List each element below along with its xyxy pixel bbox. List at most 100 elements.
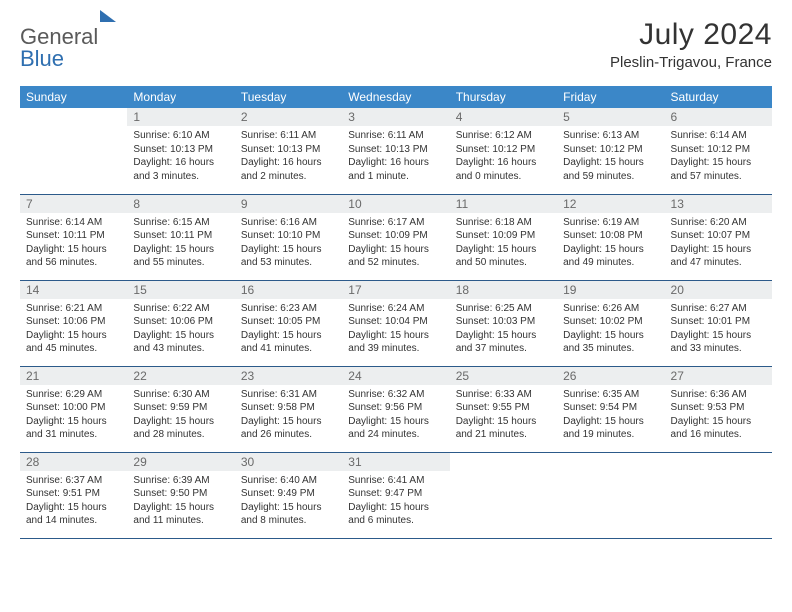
sunset-text: Sunset: 10:11 PM (26, 229, 121, 243)
calendar-cell: 8Sunrise: 6:15 AMSunset: 10:11 PMDayligh… (127, 194, 234, 280)
sunrise-text: Sunrise: 6:21 AM (26, 302, 121, 316)
weekday-header: Sunday (20, 86, 127, 108)
daylight-text: Daylight: 16 hours and 3 minutes. (133, 156, 228, 183)
sunset-text: Sunset: 10:08 PM (563, 229, 658, 243)
day-number: 21 (20, 367, 127, 385)
page: GeneralBlue July 2024 Pleslin-Trigavou, … (0, 0, 792, 549)
day-number: 29 (127, 453, 234, 471)
day-number: 6 (665, 108, 772, 126)
calendar-week: 28Sunrise: 6:37 AMSunset: 9:51 PMDayligh… (20, 452, 772, 538)
calendar-cell (450, 452, 557, 538)
day-number: 2 (235, 108, 342, 126)
day-number: 20 (665, 281, 772, 299)
calendar-cell: 15Sunrise: 6:22 AMSunset: 10:06 PMDaylig… (127, 280, 234, 366)
calendar-cell: 2Sunrise: 6:11 AMSunset: 10:13 PMDayligh… (235, 108, 342, 194)
calendar-cell: 7Sunrise: 6:14 AMSunset: 10:11 PMDayligh… (20, 194, 127, 280)
sunset-text: Sunset: 10:12 PM (456, 143, 551, 157)
calendar-cell: 1Sunrise: 6:10 AMSunset: 10:13 PMDayligh… (127, 108, 234, 194)
day-details: Sunrise: 6:25 AMSunset: 10:03 PMDaylight… (450, 299, 557, 360)
day-details: Sunrise: 6:17 AMSunset: 10:09 PMDaylight… (342, 213, 449, 274)
day-details: Sunrise: 6:33 AMSunset: 9:55 PMDaylight:… (450, 385, 557, 446)
calendar-body: 1Sunrise: 6:10 AMSunset: 10:13 PMDayligh… (20, 108, 772, 538)
calendar-cell: 17Sunrise: 6:24 AMSunset: 10:04 PMDaylig… (342, 280, 449, 366)
day-number: 25 (450, 367, 557, 385)
sunrise-text: Sunrise: 6:41 AM (348, 474, 443, 488)
sunset-text: Sunset: 9:49 PM (241, 487, 336, 501)
day-number: 28 (20, 453, 127, 471)
calendar-cell: 4Sunrise: 6:12 AMSunset: 10:12 PMDayligh… (450, 108, 557, 194)
calendar-cell: 31Sunrise: 6:41 AMSunset: 9:47 PMDayligh… (342, 452, 449, 538)
day-number: 18 (450, 281, 557, 299)
calendar-week: 7Sunrise: 6:14 AMSunset: 10:11 PMDayligh… (20, 194, 772, 280)
sunrise-text: Sunrise: 6:14 AM (671, 129, 766, 143)
day-details: Sunrise: 6:35 AMSunset: 9:54 PMDaylight:… (557, 385, 664, 446)
daylight-text: Daylight: 15 hours and 16 minutes. (671, 415, 766, 442)
weekday-header: Friday (557, 86, 664, 108)
daylight-text: Daylight: 15 hours and 21 minutes. (456, 415, 551, 442)
sunset-text: Sunset: 9:51 PM (26, 487, 121, 501)
sunset-text: Sunset: 10:13 PM (348, 143, 443, 157)
calendar-cell: 9Sunrise: 6:16 AMSunset: 10:10 PMDayligh… (235, 194, 342, 280)
calendar-cell (557, 452, 664, 538)
calendar-cell: 27Sunrise: 6:36 AMSunset: 9:53 PMDayligh… (665, 366, 772, 452)
sunrise-text: Sunrise: 6:22 AM (133, 302, 228, 316)
day-details: Sunrise: 6:31 AMSunset: 9:58 PMDaylight:… (235, 385, 342, 446)
calendar-cell: 19Sunrise: 6:26 AMSunset: 10:02 PMDaylig… (557, 280, 664, 366)
day-details: Sunrise: 6:24 AMSunset: 10:04 PMDaylight… (342, 299, 449, 360)
daylight-text: Daylight: 15 hours and 53 minutes. (241, 243, 336, 270)
sunrise-text: Sunrise: 6:10 AM (133, 129, 228, 143)
sunset-text: Sunset: 10:00 PM (26, 401, 121, 415)
daylight-text: Daylight: 15 hours and 59 minutes. (563, 156, 658, 183)
sunrise-text: Sunrise: 6:15 AM (133, 216, 228, 230)
sunset-text: Sunset: 9:54 PM (563, 401, 658, 415)
calendar-week: 1Sunrise: 6:10 AMSunset: 10:13 PMDayligh… (20, 108, 772, 194)
daylight-text: Daylight: 15 hours and 35 minutes. (563, 329, 658, 356)
sunset-text: Sunset: 10:12 PM (563, 143, 658, 157)
calendar-cell: 22Sunrise: 6:30 AMSunset: 9:59 PMDayligh… (127, 366, 234, 452)
sunset-text: Sunset: 10:06 PM (26, 315, 121, 329)
day-details: Sunrise: 6:36 AMSunset: 9:53 PMDaylight:… (665, 385, 772, 446)
daylight-text: Daylight: 15 hours and 57 minutes. (671, 156, 766, 183)
calendar-cell: 3Sunrise: 6:11 AMSunset: 10:13 PMDayligh… (342, 108, 449, 194)
day-number: 19 (557, 281, 664, 299)
sunset-text: Sunset: 10:06 PM (133, 315, 228, 329)
daylight-text: Daylight: 15 hours and 19 minutes. (563, 415, 658, 442)
calendar-cell: 30Sunrise: 6:40 AMSunset: 9:49 PMDayligh… (235, 452, 342, 538)
sunrise-text: Sunrise: 6:27 AM (671, 302, 766, 316)
sunset-text: Sunset: 10:07 PM (671, 229, 766, 243)
day-number: 23 (235, 367, 342, 385)
sunset-text: Sunset: 9:56 PM (348, 401, 443, 415)
day-details: Sunrise: 6:14 AMSunset: 10:11 PMDaylight… (20, 213, 127, 274)
sunrise-text: Sunrise: 6:31 AM (241, 388, 336, 402)
daylight-text: Daylight: 15 hours and 8 minutes. (241, 501, 336, 528)
calendar-cell: 14Sunrise: 6:21 AMSunset: 10:06 PMDaylig… (20, 280, 127, 366)
calendar-cell: 29Sunrise: 6:39 AMSunset: 9:50 PMDayligh… (127, 452, 234, 538)
daylight-text: Daylight: 15 hours and 31 minutes. (26, 415, 121, 442)
day-number: 12 (557, 195, 664, 213)
daylight-text: Daylight: 15 hours and 47 minutes. (671, 243, 766, 270)
daylight-text: Daylight: 16 hours and 2 minutes. (241, 156, 336, 183)
day-number: 24 (342, 367, 449, 385)
day-number: 14 (20, 281, 127, 299)
sunrise-text: Sunrise: 6:24 AM (348, 302, 443, 316)
day-details: Sunrise: 6:11 AMSunset: 10:13 PMDaylight… (235, 126, 342, 187)
day-details: Sunrise: 6:20 AMSunset: 10:07 PMDaylight… (665, 213, 772, 274)
day-number: 30 (235, 453, 342, 471)
month-title: July 2024 (610, 18, 772, 52)
sunset-text: Sunset: 9:59 PM (133, 401, 228, 415)
day-details: Sunrise: 6:39 AMSunset: 9:50 PMDaylight:… (127, 471, 234, 532)
day-details: Sunrise: 6:29 AMSunset: 10:00 PMDaylight… (20, 385, 127, 446)
day-number: 16 (235, 281, 342, 299)
daylight-text: Daylight: 15 hours and 41 minutes. (241, 329, 336, 356)
day-details: Sunrise: 6:14 AMSunset: 10:12 PMDaylight… (665, 126, 772, 187)
sunrise-text: Sunrise: 6:25 AM (456, 302, 551, 316)
sunset-text: Sunset: 10:13 PM (241, 143, 336, 157)
day-number: 22 (127, 367, 234, 385)
sunrise-text: Sunrise: 6:19 AM (563, 216, 658, 230)
daylight-text: Daylight: 15 hours and 39 minutes. (348, 329, 443, 356)
daylight-text: Daylight: 15 hours and 52 minutes. (348, 243, 443, 270)
day-details: Sunrise: 6:16 AMSunset: 10:10 PMDaylight… (235, 213, 342, 274)
header: GeneralBlue July 2024 Pleslin-Trigavou, … (20, 18, 772, 72)
calendar-cell: 16Sunrise: 6:23 AMSunset: 10:05 PMDaylig… (235, 280, 342, 366)
day-number: 11 (450, 195, 557, 213)
